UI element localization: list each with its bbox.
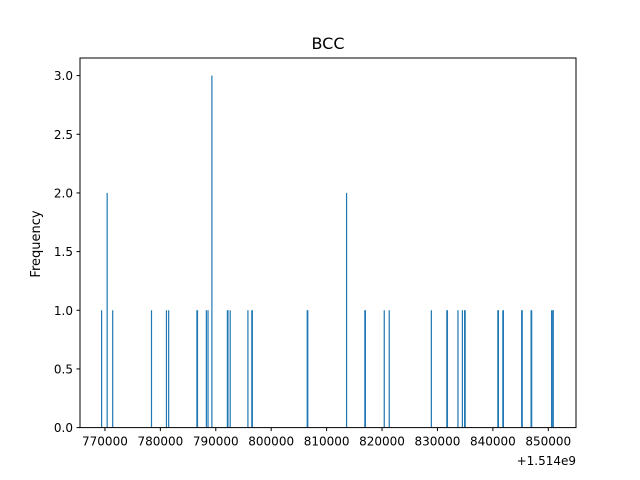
bar bbox=[461, 310, 463, 428]
y-tick-label: 2.0 bbox=[54, 186, 73, 200]
bar bbox=[196, 310, 199, 428]
plot-frame bbox=[79, 57, 577, 429]
x-tick-label: 770000 bbox=[82, 435, 128, 449]
chart-title: BCC bbox=[311, 34, 344, 53]
bar bbox=[497, 310, 500, 428]
bar bbox=[388, 310, 390, 428]
bar bbox=[552, 310, 554, 428]
bar bbox=[207, 310, 209, 428]
bar bbox=[106, 192, 108, 428]
bar bbox=[430, 310, 432, 428]
bar bbox=[251, 310, 253, 428]
x-ticks-group: 770000 780000 790000 800000 810000 820000 8300… bbox=[82, 427, 571, 449]
bar bbox=[531, 310, 533, 428]
x-tick-label: 820000 bbox=[359, 435, 405, 449]
bar bbox=[229, 310, 231, 428]
y-axis-label: Frequency bbox=[29, 210, 44, 277]
bar bbox=[247, 310, 249, 428]
bar bbox=[112, 310, 114, 428]
bar bbox=[168, 310, 170, 428]
x-tick-label: 840000 bbox=[470, 435, 516, 449]
y-tick-label: 1.5 bbox=[54, 245, 73, 259]
bar bbox=[205, 310, 207, 428]
y-tick-label: 1.0 bbox=[54, 304, 73, 318]
bar bbox=[383, 310, 385, 428]
bar bbox=[551, 310, 553, 428]
bar bbox=[307, 310, 309, 428]
x-tick-label: 780000 bbox=[137, 435, 183, 449]
x-offset-label: +1.514e9 bbox=[517, 454, 576, 468]
x-tick-label: 790000 bbox=[193, 435, 239, 449]
bar bbox=[150, 310, 153, 428]
bar bbox=[101, 310, 103, 428]
y-tick-label: 0.5 bbox=[54, 362, 73, 376]
bar bbox=[502, 310, 504, 428]
x-tick-label: 800000 bbox=[248, 435, 294, 449]
bar bbox=[446, 310, 449, 428]
y-ticks-group: 0.0 0.5 1.0 1.5 2.0 2.5 3.0 bbox=[54, 69, 80, 435]
bar bbox=[345, 192, 348, 428]
y-tick-label: 0.0 bbox=[54, 421, 73, 435]
bar bbox=[521, 310, 523, 428]
y-tick-label: 2.5 bbox=[54, 128, 73, 142]
bar bbox=[457, 310, 459, 428]
bar bbox=[364, 310, 367, 428]
x-tick-label: 830000 bbox=[415, 435, 461, 449]
bar bbox=[211, 75, 213, 428]
bar bbox=[165, 310, 168, 428]
x-tick-label: 850000 bbox=[525, 435, 571, 449]
bar bbox=[227, 310, 229, 428]
x-tick-label: 810000 bbox=[304, 435, 350, 449]
bar bbox=[464, 310, 466, 428]
bars-group bbox=[101, 75, 554, 428]
y-tick-label: 3.0 bbox=[54, 69, 73, 83]
